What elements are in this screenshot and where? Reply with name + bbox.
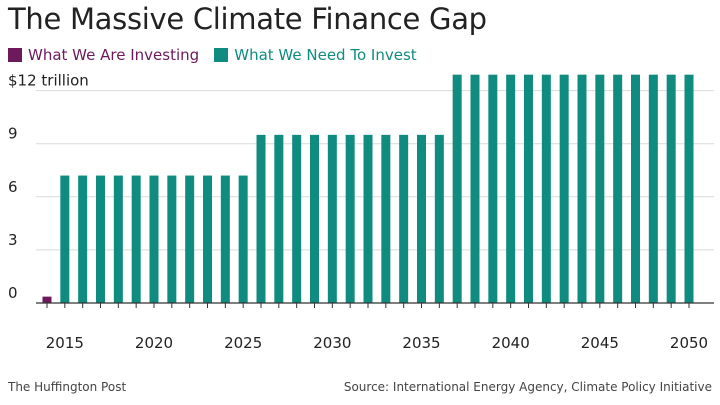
x-tick-label: 2020 — [135, 334, 173, 352]
bar — [96, 175, 105, 303]
legend-swatch-investing — [8, 48, 22, 62]
credit-text: The Huffington Post — [8, 380, 127, 394]
bar — [470, 74, 480, 303]
legend: What We Are Investing What We Need To In… — [8, 46, 427, 66]
legend-swatch-need — [214, 48, 229, 62]
x-tick-label: 2040 — [492, 334, 530, 352]
bar — [434, 134, 444, 303]
bar — [417, 134, 426, 303]
bar — [256, 134, 266, 303]
bar — [648, 74, 658, 303]
bar — [399, 134, 409, 303]
chart-title: The Massive Climate Finance Gap — [8, 2, 487, 36]
x-tick-label: 2030 — [313, 334, 351, 352]
bar — [506, 74, 516, 303]
bar — [541, 74, 551, 303]
bar — [131, 175, 141, 303]
x-tick-label: 2025 — [224, 334, 262, 352]
source-text: Source: International Energy Agency, Cli… — [343, 380, 712, 394]
legend-label-investing: What We Are Investing — [28, 46, 200, 64]
bar — [185, 175, 195, 303]
y-tick-label: 6 — [8, 178, 18, 196]
bar — [274, 134, 284, 303]
bar-chart: 0 3 6 9 $12 trillion 2015 2020 2025 2030 2035 2040… — [8, 72, 714, 352]
y-tick-label: $12 trillion — [8, 72, 89, 90]
bar — [452, 74, 462, 303]
bar — [381, 134, 391, 303]
bar — [345, 134, 355, 303]
y-tick-label: 0 — [8, 284, 18, 302]
legend-item-need: What We Need To Invest — [214, 46, 417, 64]
x-tick-label: 2035 — [402, 334, 440, 352]
x-tick-label: 2015 — [46, 334, 84, 352]
bar — [149, 175, 159, 303]
bar — [559, 74, 569, 303]
bar — [238, 175, 248, 303]
legend-label-need: What We Need To Invest — [234, 46, 417, 64]
bar — [363, 134, 373, 303]
y-tick-label: 3 — [8, 231, 18, 249]
legend-item-investing: What We Are Investing — [8, 46, 199, 64]
bar — [524, 74, 533, 303]
x-tick-label: 2050 — [670, 334, 708, 352]
bar — [684, 74, 694, 303]
bar — [613, 74, 623, 303]
bar — [78, 175, 88, 303]
bar — [310, 134, 319, 303]
bar — [113, 175, 123, 303]
y-tick-label: 9 — [8, 125, 18, 143]
x-tick-label: 2045 — [581, 334, 619, 352]
bar — [666, 74, 676, 303]
bar — [327, 134, 337, 303]
bar — [203, 175, 212, 303]
bar — [488, 74, 498, 303]
bar — [631, 74, 640, 303]
bar — [595, 74, 605, 303]
bar — [292, 134, 302, 303]
bar — [577, 74, 587, 303]
bar — [60, 175, 70, 303]
bar — [220, 175, 230, 303]
bar — [42, 296, 52, 303]
bar — [167, 175, 177, 303]
